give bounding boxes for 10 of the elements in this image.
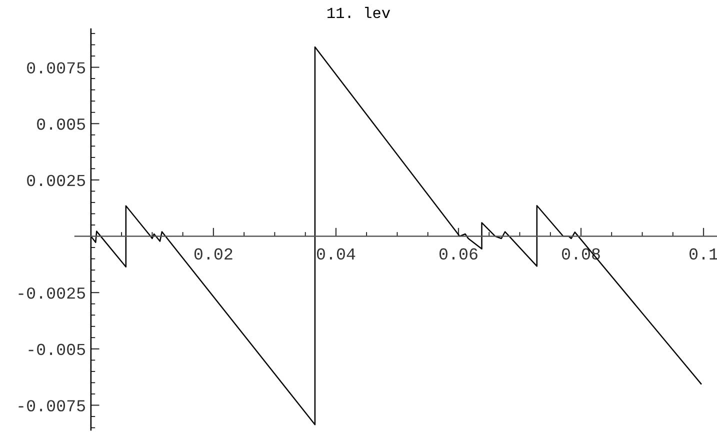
chart-title: 11. lev	[328, 6, 390, 18]
x-tick-label: 0.06	[439, 248, 478, 260]
y-tick-label: 0.0075	[27, 62, 85, 74]
y-tick-label: -0.0075	[18, 400, 85, 412]
y-tick-label: 0.005	[37, 118, 86, 130]
x-tick-label: 0.02	[194, 248, 232, 260]
y-tick-label: 0.0025	[27, 174, 85, 186]
y-tick-label: -0.005	[28, 344, 85, 356]
y-tick-label: -0.0025	[18, 287, 85, 299]
x-tick-label: 0.04	[316, 248, 356, 260]
